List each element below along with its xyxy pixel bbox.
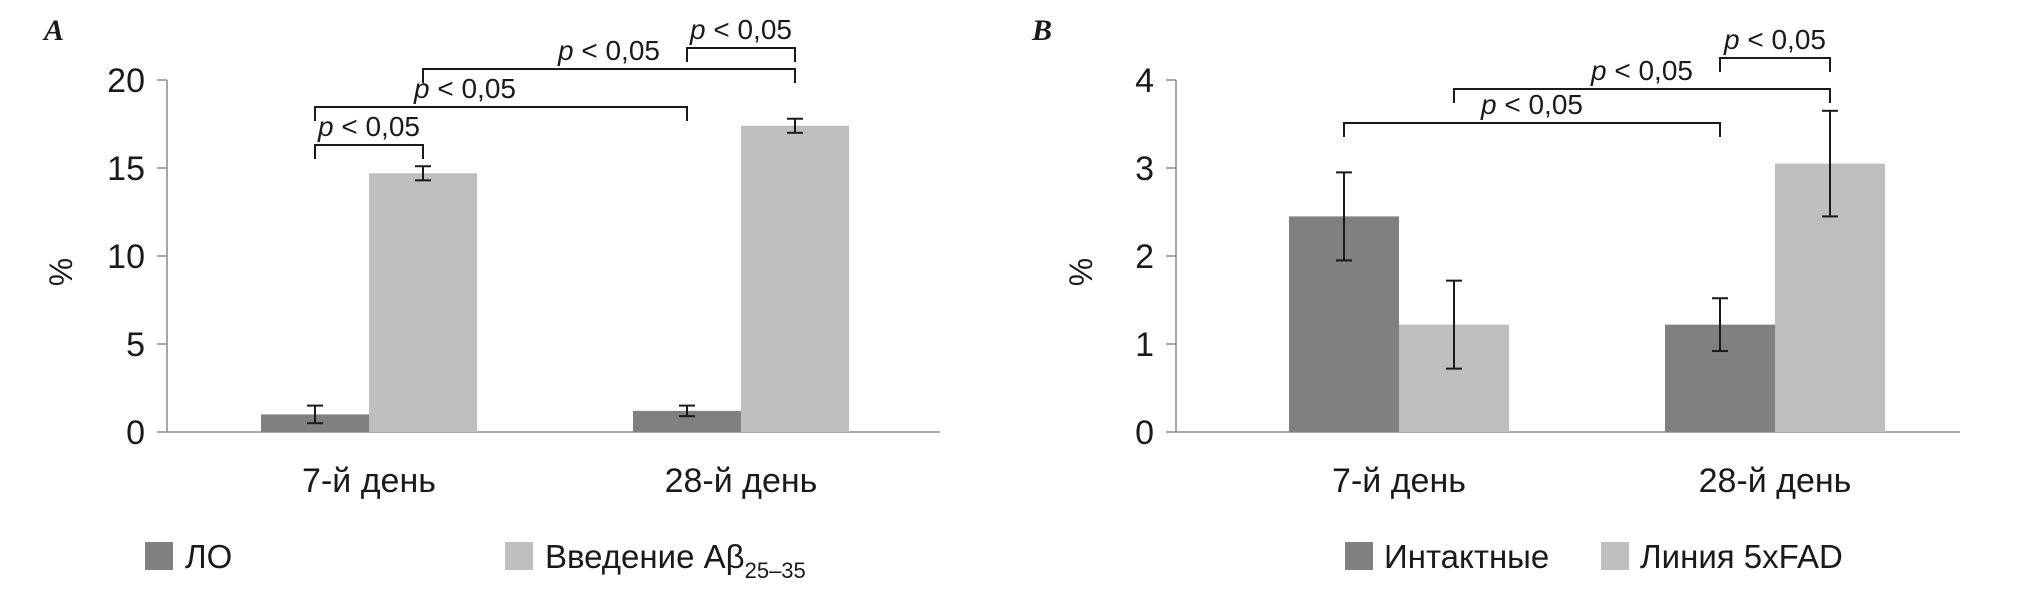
significance-bracket (314, 106, 688, 121)
significance-label: p < 0,05 (1590, 55, 1693, 86)
y-axis-title: % (43, 258, 79, 286)
x-category-label: 7-й день (1332, 462, 1466, 500)
x-category-label: 28-й день (1699, 462, 1852, 500)
significance-label: p < 0,05 (317, 111, 420, 142)
significance-label: p < 0,05 (689, 14, 792, 45)
significance-label: p < 0,05 (413, 73, 516, 104)
legend-label: Линия 5xFAD (1640, 538, 1843, 575)
significance-bracket (422, 68, 796, 83)
bar-series-1 (633, 410, 741, 432)
bar-series-2 (741, 125, 849, 432)
significance-bracket (1343, 122, 1721, 137)
significance-label: p < 0,05 (1723, 24, 1826, 55)
significance-label: p < 0,05 (1480, 89, 1583, 120)
y-tick-label: 3 (1135, 150, 1154, 188)
legend-swatch (505, 542, 533, 570)
y-tick-label: 20 (107, 62, 145, 100)
y-tick-label: 0 (126, 414, 145, 452)
significance-bracket (314, 144, 424, 159)
y-tick-label: 4 (1135, 62, 1154, 100)
y-tick-label: 5 (126, 326, 145, 364)
significance-bracket (686, 47, 796, 62)
legend-swatch (1601, 542, 1629, 570)
y-tick-label: 1 (1135, 326, 1154, 364)
significance-label: p < 0,05 (557, 35, 660, 66)
bar-series-2 (369, 173, 477, 432)
legend-label: Интактные (1384, 538, 1549, 575)
panel-label: A (42, 14, 64, 47)
panel-label: B (1031, 14, 1052, 47)
legend-swatch (145, 542, 173, 570)
y-tick-label: 10 (107, 238, 145, 276)
y-tick-label: 15 (107, 150, 145, 188)
x-category-label: 7-й день (302, 462, 436, 500)
significance-bracket (1453, 88, 1831, 103)
chart-panel-a: A 0 5 10 15 20% 7-й день 28-й день p < 0,05 p < 0… (42, 14, 940, 583)
legend-label: Введение Aβ25–35 (545, 538, 806, 583)
y-tick-label: 0 (1135, 414, 1154, 452)
legend-label: ЛО (185, 538, 232, 575)
x-category-label: 28-й день (665, 462, 818, 500)
legend-swatch (1345, 542, 1373, 570)
y-axis-title: % (1063, 258, 1099, 286)
y-tick-label: 2 (1135, 238, 1154, 276)
significance-bracket (1719, 57, 1831, 72)
